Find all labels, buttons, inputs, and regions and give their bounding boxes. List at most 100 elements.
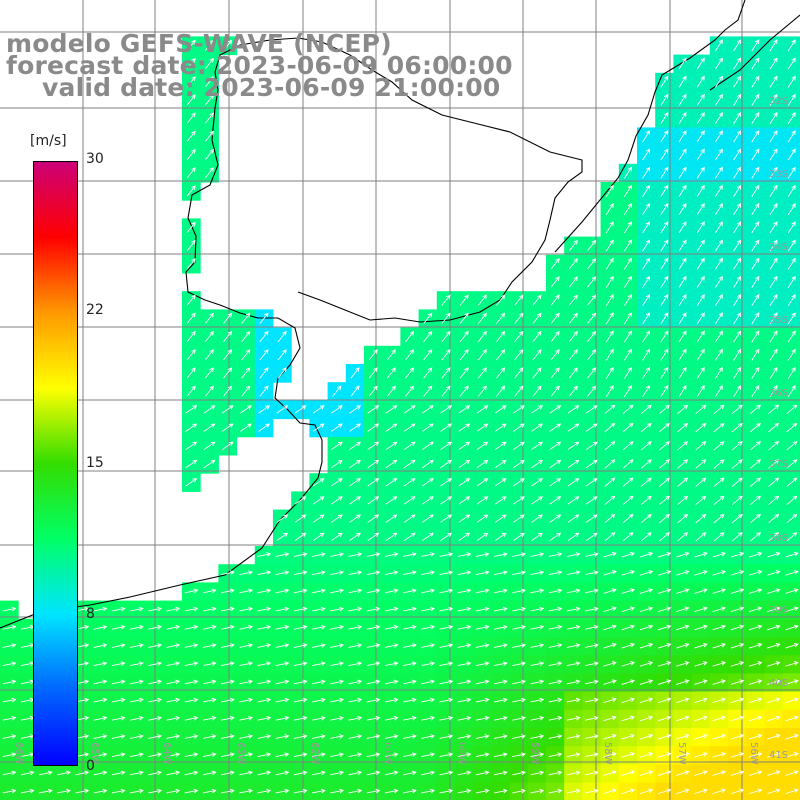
wind-arrow (184, 752, 199, 758)
wind-arrow (530, 752, 545, 758)
wind-arrow (621, 624, 636, 631)
wind-arrow (585, 697, 599, 703)
latitude-label: 34S (769, 242, 788, 253)
wind-arrow (202, 624, 217, 630)
wind-arrow (421, 624, 435, 630)
wind-arrow (148, 624, 162, 630)
wind-arrow (384, 661, 399, 667)
wind-arrow (241, 330, 251, 343)
wind-arrow (621, 661, 636, 667)
wind-arrow (294, 405, 307, 414)
wind-arrow (223, 349, 233, 361)
wind-arrow (221, 715, 235, 721)
wind-arrow (422, 496, 434, 505)
wind-arrow (204, 94, 214, 106)
wind-arrow (312, 570, 326, 576)
wind-arrow (148, 606, 162, 612)
wind-arrow (659, 477, 670, 487)
wind-arrow (148, 679, 162, 685)
wind-arrow (2, 734, 17, 739)
wind-arrow (475, 661, 490, 667)
wind-arrow (476, 478, 489, 487)
wind-arrow (257, 552, 272, 557)
wind-arrow (348, 715, 363, 721)
wind-arrow (477, 294, 487, 306)
wind-arrow (93, 624, 108, 630)
wind-arrow (368, 367, 378, 379)
wind-arrow (694, 624, 708, 631)
wind-arrow (403, 496, 416, 505)
wind-arrow (605, 294, 614, 307)
longitude-label: 62W (309, 742, 320, 765)
wind-arrow (659, 513, 670, 524)
wind-arrow (767, 551, 781, 558)
wind-arrow (603, 588, 617, 594)
wind-arrow (111, 606, 126, 612)
wind-arrow (459, 385, 469, 397)
wind-arrow (695, 459, 707, 469)
wind-arrow (639, 551, 654, 558)
wind-arrow (603, 733, 617, 740)
wind-arrow (223, 312, 233, 324)
wind-arrow (385, 496, 398, 505)
wind-arrow (733, 39, 742, 52)
wind-arrow (769, 184, 778, 197)
wind-arrow (148, 661, 162, 667)
wind-arrow (730, 679, 745, 685)
wind-arrow (585, 679, 599, 685)
wind-arrow (184, 624, 199, 630)
wind-arrow (787, 257, 796, 270)
wind-arrow (530, 606, 545, 612)
wind-arrow (715, 257, 723, 270)
wind-arrow (768, 495, 780, 506)
wind-arrow (204, 148, 214, 161)
wind-arrow (657, 551, 672, 558)
wind-arrow (130, 697, 144, 703)
wind-arrow (750, 422, 761, 433)
wind-arrow (696, 221, 705, 234)
wind-arrow (494, 496, 507, 505)
wind-arrow (423, 330, 433, 343)
wind-arrow (93, 734, 108, 739)
wind-arrow (587, 367, 597, 379)
wind-arrow (494, 788, 508, 794)
wind-arrow (660, 221, 669, 234)
wind-arrow (130, 715, 144, 721)
wind-arrow (585, 552, 599, 557)
wind-arrow (204, 349, 214, 361)
wind-arrow (439, 606, 454, 612)
wind-arrow (769, 385, 778, 398)
wind-arrow (458, 496, 471, 505)
wind-arrow (660, 166, 669, 179)
wind-arrow (730, 715, 745, 722)
wind-arrow (659, 459, 670, 469)
wind-arrow (585, 606, 599, 612)
wind-arrow (769, 112, 778, 125)
wind-arrow (786, 477, 798, 487)
wind-arrow (733, 348, 742, 361)
wind-arrow (640, 441, 652, 451)
wind-arrow (715, 184, 723, 197)
wind-arrow (731, 495, 743, 506)
wind-arrow (787, 366, 796, 379)
wind-arrow (312, 788, 326, 794)
wind-arrow (202, 661, 217, 667)
wind-arrow (441, 330, 451, 343)
wind-arrow (439, 770, 454, 776)
wind-arrow (293, 734, 308, 739)
wind-arrow (678, 366, 687, 379)
wind-arrow (403, 624, 417, 630)
wind-arrow (348, 643, 363, 648)
wind-arrow (439, 570, 454, 576)
wind-arrow (657, 715, 672, 722)
wind-arrow (640, 422, 652, 433)
wind-arrow (111, 752, 126, 758)
wind-arrow (712, 606, 727, 613)
wind-arrow (639, 588, 654, 594)
wind-arrow (423, 385, 433, 397)
wind-arrow (568, 312, 578, 324)
wind-arrow (549, 459, 562, 469)
wind-arrow (457, 770, 472, 776)
wind-arrow (350, 367, 360, 379)
wind-arrow (733, 294, 742, 307)
